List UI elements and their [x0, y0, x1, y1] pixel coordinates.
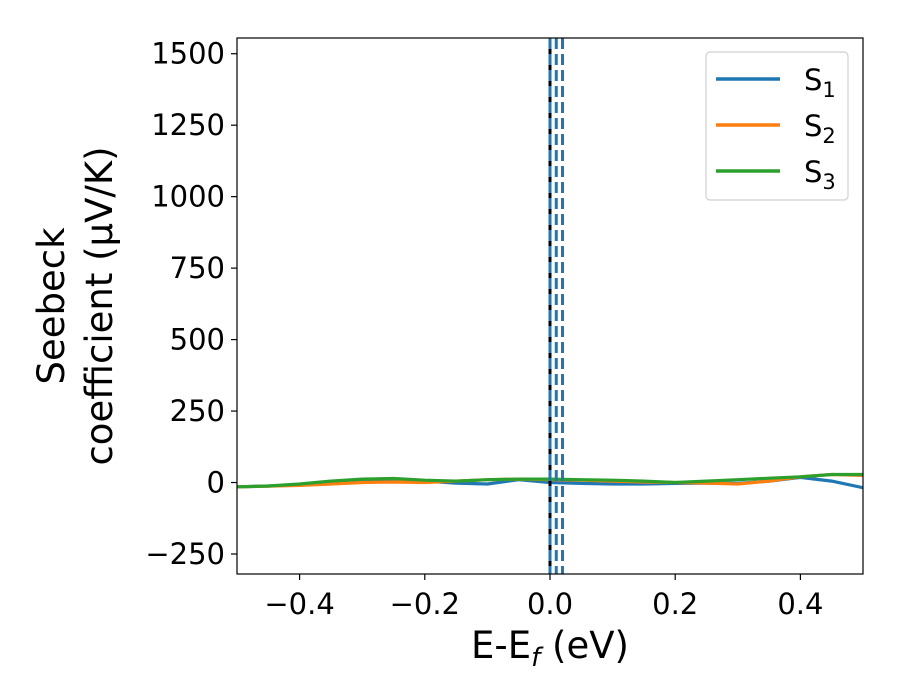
x-tick-label: 0.0 — [527, 587, 573, 621]
x-tick-label: 0.4 — [777, 587, 823, 621]
x-tick-label: −0.4 — [264, 587, 334, 621]
x-tick-label: 0.2 — [652, 587, 698, 621]
y-tick-label: 500 — [170, 323, 225, 357]
legend-label-1: S1 — [804, 63, 836, 102]
x-tick-label: −0.2 — [390, 587, 460, 621]
y-axis-label: Seebeck coefficient (μV/K) — [30, 146, 121, 465]
y-axis-label-line2: coefficient (μV/K) — [78, 146, 121, 465]
y-axis-label-line1: Seebeck — [30, 227, 73, 385]
y-tick-label: 1250 — [151, 108, 225, 142]
y-tick-label: −250 — [145, 537, 225, 571]
legend-label-3: S3 — [804, 155, 836, 194]
y-tick-label: 750 — [170, 251, 225, 285]
y-tick-label: 250 — [170, 394, 225, 428]
x-axis-label: E-Ef (eV) — [471, 624, 629, 673]
axis-ticks: −0.4 −0.2 0.0 0.2 0.4 −250 0 250 500 750 1000 1250 1… — [145, 37, 823, 621]
legend: S1 S2 S3 — [705, 51, 849, 201]
y-tick-label: 1500 — [151, 37, 225, 71]
y-tick-label: 0 — [207, 466, 225, 500]
y-tick-label: 1000 — [151, 180, 225, 214]
plot-content — [237, 38, 863, 574]
legend-label-2: S2 — [804, 109, 836, 148]
